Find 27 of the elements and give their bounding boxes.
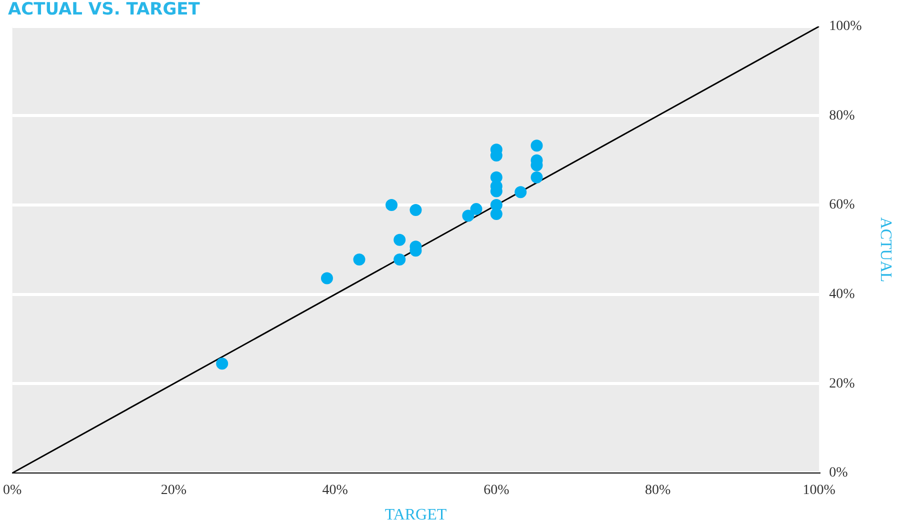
chart-title: ACTUAL VS. TARGET [8, 0, 200, 20]
y-axis-title: ACTUAL [877, 217, 894, 282]
x-tick-label: 40% [322, 483, 348, 498]
point [394, 234, 406, 246]
point [462, 210, 474, 222]
point [386, 199, 398, 212]
point [530, 140, 543, 152]
y-tick-label: 40% [829, 287, 856, 302]
point [470, 203, 482, 216]
y-tick-label: 60% [829, 198, 856, 213]
point [353, 254, 366, 266]
y-tick-label: 20% [829, 376, 856, 392]
point [514, 186, 527, 198]
point [320, 272, 333, 284]
x-tick-label: 60% [484, 483, 510, 498]
point [530, 171, 543, 184]
point [216, 358, 228, 370]
point [410, 204, 422, 216]
point [394, 254, 406, 266]
x-tick-label: 20% [160, 483, 187, 498]
x-tick-label: 100% [802, 483, 836, 498]
y-tick-label: 0% [829, 466, 848, 481]
x-tick-label: 80% [644, 483, 671, 498]
y-tick-label: 80% [829, 108, 856, 124]
x-axis-title: TARGET [384, 506, 447, 524]
y-tick-label: 100% [829, 19, 862, 34]
x-tick-label: 0% [2, 483, 22, 498]
